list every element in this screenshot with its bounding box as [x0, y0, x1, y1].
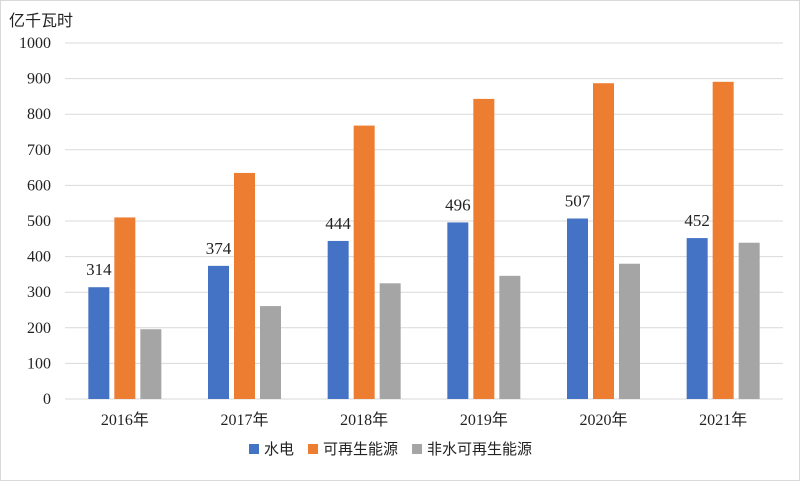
bar	[593, 83, 614, 399]
data-labels: 314 374 444 496 507 452	[86, 192, 710, 280]
data-label: 496	[445, 195, 471, 214]
data-label: 507	[565, 192, 591, 211]
y-tick-label: 700	[27, 142, 51, 159]
bar	[353, 125, 375, 399]
y-tick-label: 600	[27, 177, 51, 194]
data-label: 452	[684, 211, 710, 230]
legend-item: 水电	[264, 440, 294, 458]
bars	[88, 81, 760, 399]
data-label: 444	[325, 214, 351, 233]
bar	[738, 242, 760, 399]
bar	[208, 265, 229, 399]
bar	[114, 217, 136, 399]
bar	[327, 240, 349, 399]
y-tick-label: 900	[27, 71, 51, 88]
gridlines	[65, 42, 783, 400]
bar	[567, 218, 588, 399]
bar	[379, 283, 401, 399]
legend-item: 非水可再生能源	[427, 440, 532, 458]
y-tick-label: 200	[27, 320, 51, 337]
bar	[499, 275, 521, 399]
y-tick-label: 400	[27, 249, 51, 266]
x-tick-label: 2019年	[460, 411, 508, 429]
x-tick-label: 2016年	[101, 411, 149, 429]
y-axis-ticks: 0 100 200 300 400 500 600 700 800 900 1000	[19, 35, 51, 408]
legend-swatch	[412, 444, 423, 454]
x-tick-label: 2021年	[699, 411, 747, 429]
y-tick-label: 1000	[19, 35, 51, 52]
legend-swatch	[308, 444, 319, 454]
bar	[88, 287, 110, 399]
bar	[260, 306, 281, 399]
x-tick-label: 2017年	[220, 411, 268, 429]
bar	[686, 238, 708, 399]
bar	[140, 329, 162, 399]
x-tick-label: 2018年	[340, 411, 388, 429]
y-tick-label: 800	[27, 106, 51, 123]
bar	[447, 222, 469, 399]
x-axis-ticks: 2016年 2017年 2018年 2019年 2020年 2021年	[101, 411, 747, 429]
legend: 水电 可再生能源 非水可再生能源	[249, 440, 532, 458]
data-label: 374	[206, 239, 232, 258]
y-axis-unit-label: 亿千瓦时	[9, 11, 73, 30]
bar	[712, 81, 734, 399]
data-label: 314	[86, 260, 112, 279]
bar	[619, 263, 640, 399]
bar	[234, 172, 255, 399]
legend-item: 可再生能源	[323, 440, 398, 458]
y-tick-label: 300	[27, 284, 51, 301]
y-tick-label: 0	[43, 391, 51, 408]
y-tick-label: 500	[27, 213, 51, 230]
bar	[473, 98, 495, 399]
y-tick-label: 100	[27, 355, 51, 372]
x-tick-label: 2020年	[579, 411, 627, 429]
legend-swatch	[249, 444, 259, 454]
